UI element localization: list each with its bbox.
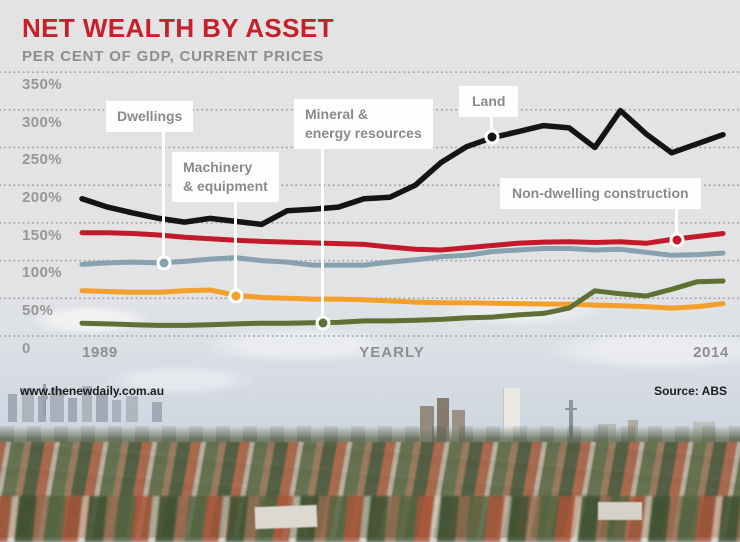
apartment-block bbox=[598, 502, 642, 520]
annotation-label-nondwelling: Non-dwelling construction bbox=[500, 178, 701, 209]
y-tick-label: 150% bbox=[22, 227, 62, 244]
source-credit: Source: ABS bbox=[654, 384, 727, 398]
chart-subtitle: PER CENT OF GDP, CURRENT PRICES bbox=[22, 48, 325, 65]
y-tick-label: 300% bbox=[22, 114, 62, 131]
chart-title: NET WEALTH BY ASSET bbox=[22, 13, 334, 43]
y-tick-label: 100% bbox=[22, 264, 62, 281]
marker-mineral bbox=[315, 315, 331, 331]
y-tick-label: 350% bbox=[22, 76, 62, 93]
y-tick-label: 50% bbox=[22, 302, 54, 319]
y-tick-label: 0 bbox=[22, 340, 31, 357]
marker-machinery bbox=[228, 288, 244, 304]
marker-land bbox=[484, 129, 500, 145]
series-land bbox=[79, 107, 726, 228]
x-axis-label: YEARLY bbox=[359, 344, 425, 361]
annotation-label-dwellings: Dwellings bbox=[106, 101, 194, 132]
annotation-label-land: Land bbox=[459, 86, 519, 117]
annotation-connector-land bbox=[490, 105, 493, 137]
marker-dwellings bbox=[156, 255, 172, 271]
annotation-connector-mineral bbox=[321, 140, 324, 323]
y-tick-label: 200% bbox=[22, 189, 62, 206]
series-mineral-energy-resources bbox=[79, 278, 726, 328]
annotation-connector-nondwelling bbox=[675, 200, 678, 240]
website-url: www.thenewdaily.com.au bbox=[20, 384, 165, 398]
series-machinery-equipment bbox=[79, 287, 726, 311]
y-tick-label: 250% bbox=[22, 151, 62, 168]
sydney-tower bbox=[41, 384, 48, 416]
white-tower bbox=[503, 388, 520, 438]
x-tick-1989: 1989 bbox=[82, 344, 118, 361]
series-non-dwelling-construction bbox=[79, 230, 726, 253]
tv-tower bbox=[565, 400, 577, 442]
x-tick-2014: 2014 bbox=[693, 344, 729, 361]
series-dwellings bbox=[79, 246, 726, 268]
marker-nondwelling bbox=[669, 232, 685, 247]
annotation-label-machinery: Machinery & equipment bbox=[172, 152, 279, 202]
annotation-connector-dwellings bbox=[162, 120, 165, 263]
city-skyline bbox=[2, 380, 192, 422]
annotation-label-mineral: Mineral & energy resources bbox=[294, 99, 433, 149]
annotation-connector-machinery bbox=[234, 190, 237, 296]
